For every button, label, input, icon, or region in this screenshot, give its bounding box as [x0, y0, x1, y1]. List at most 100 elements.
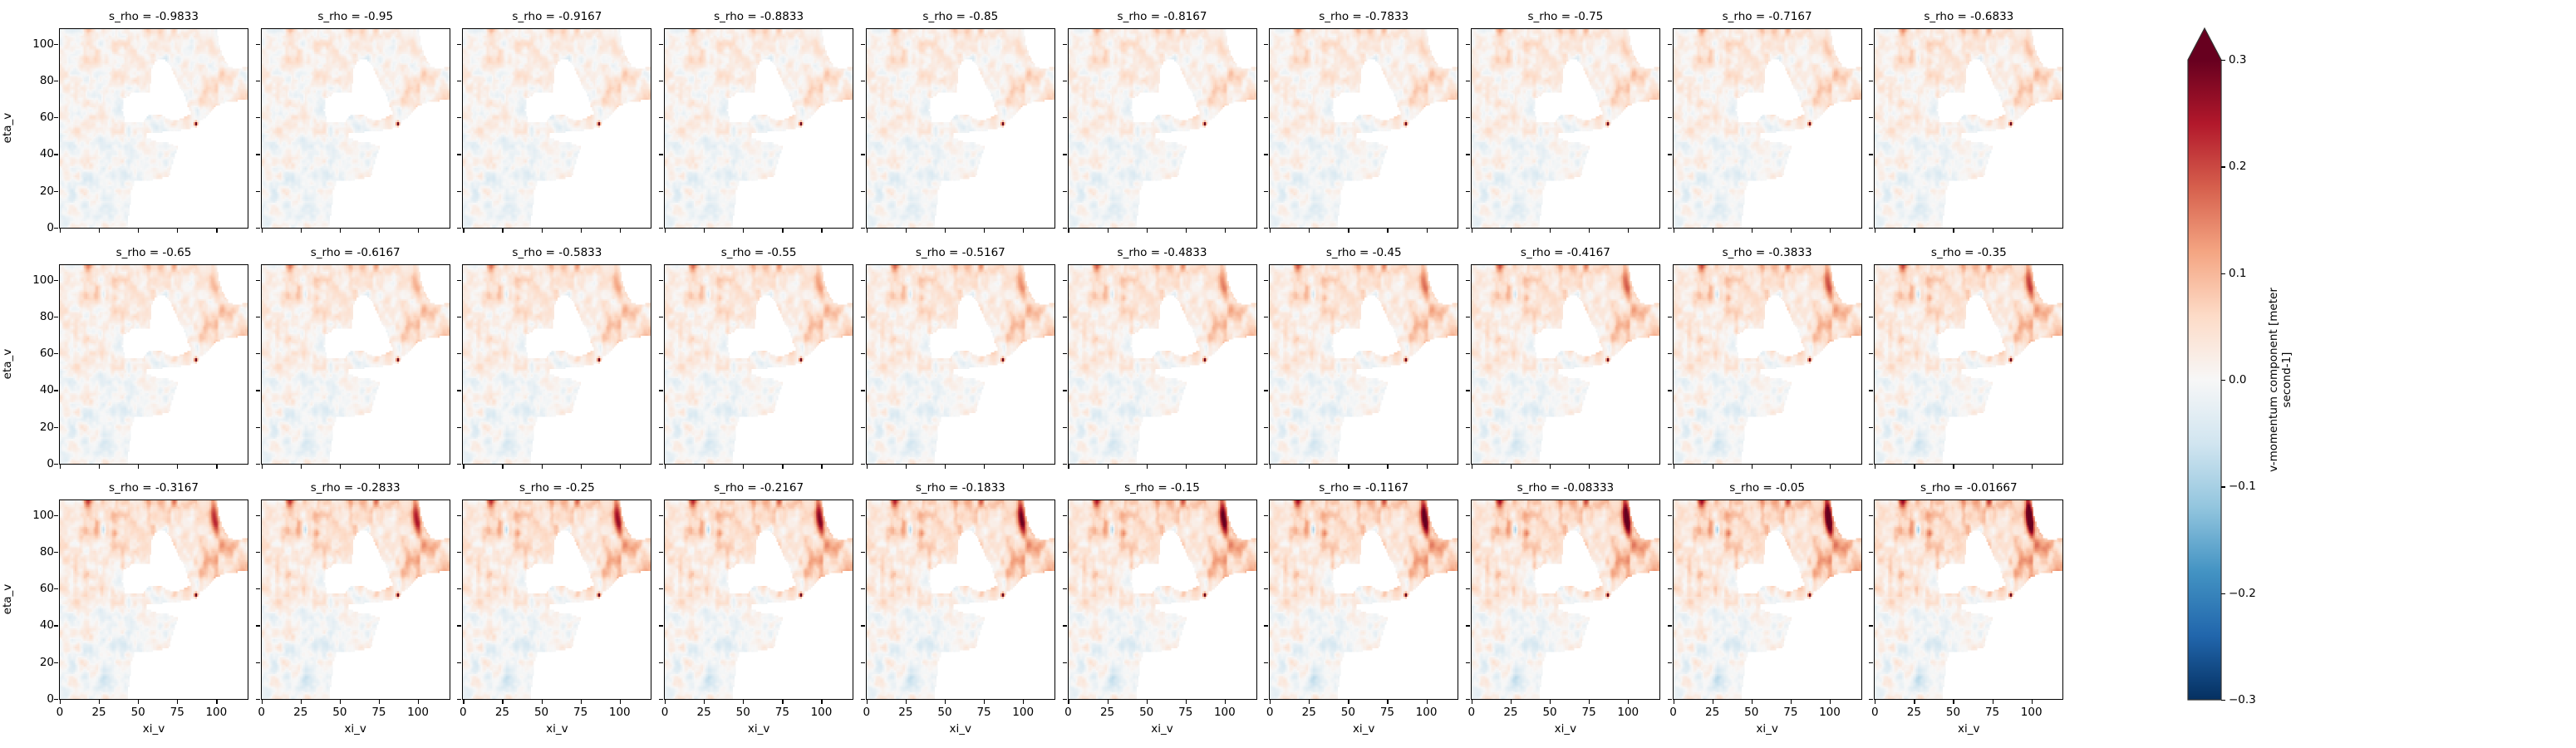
- panel-title: s_rho = -0.7167: [1722, 10, 1812, 23]
- facet-panel: s_rho = -0.7833: [1264, 10, 1459, 233]
- x-tick-label: 100: [1415, 706, 1438, 719]
- y-tick: [1264, 662, 1269, 663]
- colorbar-tick-label: 0.0: [2229, 373, 2247, 386]
- y-tick-label: 80: [39, 74, 54, 87]
- y-tick: [1667, 154, 1672, 155]
- x-tick: [1068, 229, 1069, 233]
- x-tick: [1023, 700, 1025, 704]
- y-tick: [659, 588, 664, 590]
- x-tick: [300, 465, 302, 469]
- panel-title: s_rho = -0.6833: [1924, 10, 2014, 23]
- heatmap-image: [59, 499, 248, 700]
- x-tick: [1914, 465, 1915, 469]
- x-tick-label: 100: [1617, 706, 1639, 719]
- x-tick: [1309, 229, 1310, 233]
- x-tick: [984, 700, 986, 704]
- x-tick: [944, 229, 946, 233]
- panel-title: s_rho = -0.3167: [109, 481, 199, 495]
- y-tick: [255, 588, 260, 590]
- x-tick: [905, 229, 907, 233]
- colorbar-label-line1: v-momentum component [meter: [2267, 288, 2280, 472]
- y-tick: [659, 625, 664, 627]
- y-tick: [457, 190, 462, 192]
- x-tick: [59, 229, 61, 233]
- y-tick: [255, 625, 260, 627]
- colorbar-extend-arrow: [2188, 28, 2221, 60]
- y-tick: [54, 43, 58, 45]
- x-tick: [1146, 700, 1148, 704]
- y-tick: [1062, 353, 1067, 355]
- x-tick-label: 75: [1581, 706, 1596, 719]
- heatmap-image: [1067, 264, 1257, 465]
- y-tick: [659, 698, 664, 701]
- x-tick: [1550, 229, 1551, 233]
- x-tick: [418, 465, 420, 469]
- y-tick: [54, 117, 58, 119]
- y-tick: [860, 390, 865, 391]
- x-tick: [580, 700, 582, 704]
- y-tick: [1264, 552, 1269, 554]
- x-tick: [743, 229, 745, 233]
- y-tick-label: 80: [39, 545, 54, 559]
- x-tick: [782, 700, 784, 704]
- x-axis-label: xi_v: [1756, 722, 1778, 736]
- y-tick: [1264, 154, 1269, 155]
- x-tick-label: 50: [937, 706, 952, 719]
- x-tick: [821, 700, 823, 704]
- y-tick-label: 100: [32, 37, 54, 51]
- x-tick-label: 100: [1012, 706, 1035, 719]
- facet-panel: s_rho = -0.7167: [1667, 10, 1862, 233]
- x-tick-label: 100: [1819, 706, 1841, 719]
- y-tick: [255, 154, 260, 155]
- x-tick-label: 0: [1064, 706, 1072, 719]
- x-axis-label: xi_v: [344, 722, 366, 736]
- colorbar-tick-label: −0.3: [2229, 693, 2256, 706]
- y-tick: [1465, 514, 1470, 516]
- y-tick: [860, 552, 865, 554]
- y-tick: [1062, 463, 1067, 465]
- y-tick: [54, 588, 58, 590]
- y-tick: [54, 227, 58, 229]
- heatmap-image: [1067, 28, 1257, 229]
- heatmap-image: [865, 28, 1055, 229]
- panel-title: s_rho = -0.9167: [512, 10, 602, 23]
- x-axis-label: xi_v: [1958, 722, 1980, 736]
- facet-panel: s_rho = -0.6833: [1869, 10, 2064, 233]
- facet-panel: s_rho = -0.55: [659, 246, 854, 469]
- x-tick: [2031, 465, 2033, 469]
- panel-title: s_rho = -0.05: [1729, 481, 1805, 495]
- x-tick-label: 0: [1871, 706, 1879, 719]
- x-tick: [1589, 700, 1590, 704]
- colorbar-outline: [2187, 27, 2222, 701]
- x-tick: [704, 229, 705, 233]
- facet-panel: s_rho = -0.8833: [659, 10, 854, 233]
- heatmap-image: [1672, 499, 1862, 700]
- colorbar-tick: [2221, 273, 2225, 274]
- x-tick: [378, 465, 381, 469]
- x-tick: [1829, 229, 1831, 233]
- x-tick-label: 25: [91, 706, 106, 719]
- panel-title: s_rho = -0.01667: [1920, 481, 2018, 495]
- x-tick: [59, 465, 61, 469]
- x-tick: [378, 229, 381, 233]
- x-tick: [1185, 700, 1187, 704]
- y-tick: [457, 552, 462, 554]
- y-tick-label: 100: [32, 273, 54, 287]
- x-tick-label: 50: [1542, 706, 1557, 719]
- y-tick: [659, 227, 664, 229]
- x-tick-label: 75: [1178, 706, 1193, 719]
- y-tick: [255, 117, 260, 119]
- panel-title: s_rho = -0.3833: [1722, 246, 1812, 259]
- x-tick: [261, 229, 263, 233]
- x-tick: [1107, 229, 1109, 233]
- x-tick: [1387, 229, 1389, 233]
- y-tick: [1869, 279, 1874, 281]
- y-tick: [1869, 227, 1874, 229]
- y-tick: [457, 117, 462, 119]
- x-tick: [1023, 229, 1025, 233]
- x-tick-label: 100: [608, 706, 631, 719]
- y-tick: [1667, 227, 1672, 229]
- y-tick-label: 20: [39, 420, 54, 434]
- panel-title: s_rho = -0.1833: [915, 481, 1005, 495]
- facet-panel: s_rho = -0.2833 0 25 50 75 100 xi_v: [255, 481, 450, 736]
